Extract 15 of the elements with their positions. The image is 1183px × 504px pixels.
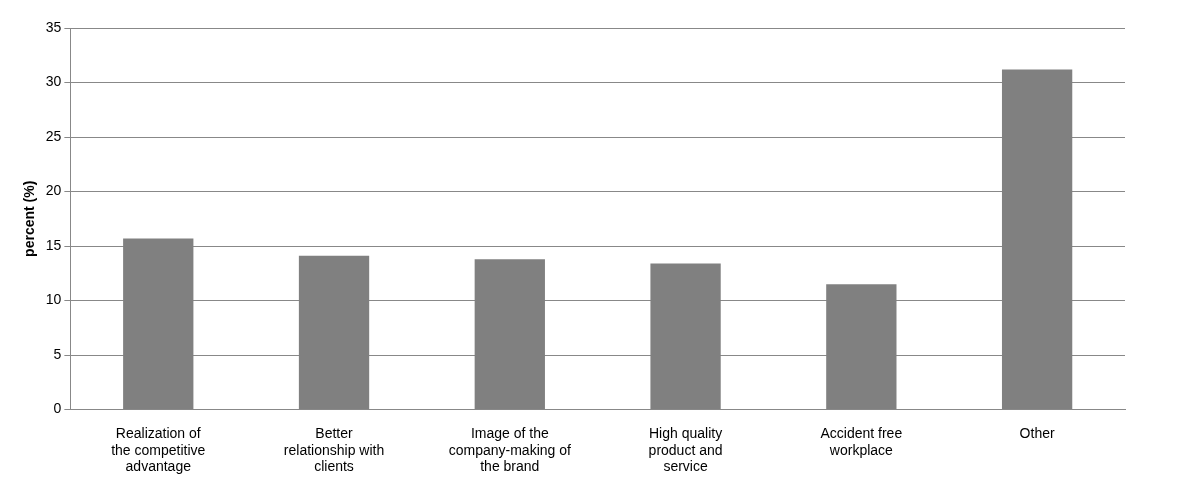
y-tick-label: 5 (53, 345, 62, 362)
x-tick-label: Other (1019, 424, 1055, 441)
y-tick-label: 30 (45, 73, 62, 90)
y-tick-label: 35 (45, 18, 62, 35)
x-tick-label: Better relationship with clients (283, 424, 385, 475)
y-axis-title: percent (%) (21, 180, 38, 257)
x-tick-label: Image of the company-making of the brand (448, 424, 571, 475)
y-tick-label: 15 (45, 236, 62, 253)
x-tick-label: High quality product and service (648, 424, 723, 475)
y-tick-label: 10 (45, 291, 62, 308)
y-tick-label: 20 (45, 182, 62, 199)
y-tick-label: 0 (53, 400, 62, 417)
x-tick-label: Accident free workplace (820, 424, 903, 458)
y-tick-label: 25 (45, 127, 62, 144)
x-tick-label: Realization of the competitive advantage (111, 424, 206, 475)
